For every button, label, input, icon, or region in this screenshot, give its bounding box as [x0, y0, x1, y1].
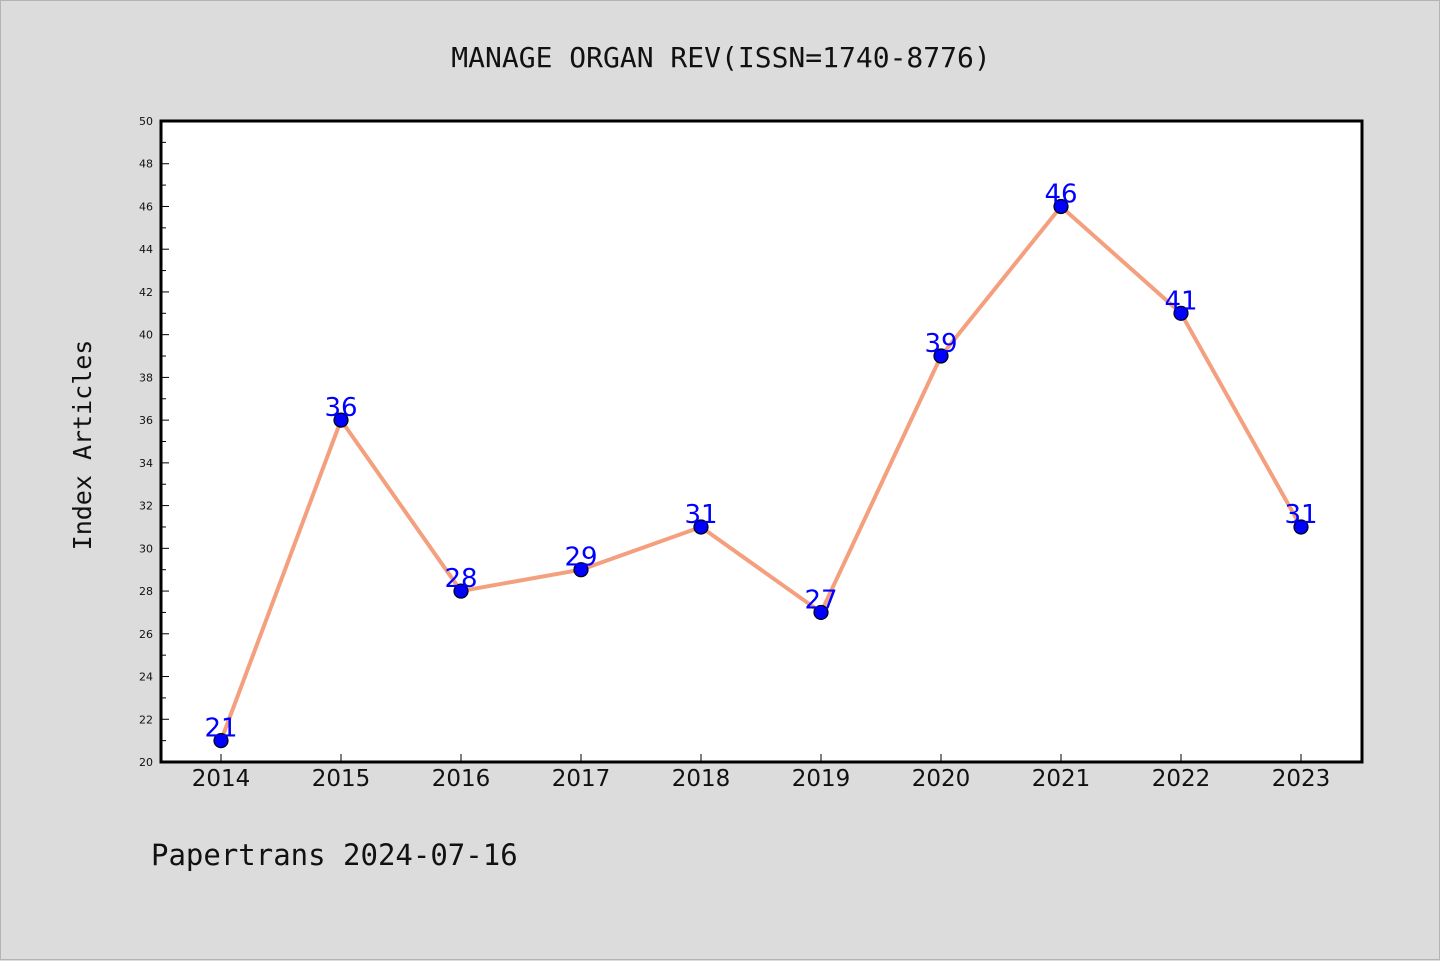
y-tick-label: 42	[139, 286, 153, 299]
series-line	[219, 204, 1303, 742]
data-point	[573, 562, 589, 578]
x-tick-label: 2019	[792, 766, 851, 792]
y-tick-label: 32	[139, 500, 153, 513]
x-tick-label: 2020	[912, 766, 971, 792]
data-label: 36	[324, 393, 357, 423]
data-point	[693, 519, 709, 535]
data-label: 27	[804, 585, 837, 615]
data-label: 41	[1164, 286, 1197, 316]
y-tick-label: 26	[139, 628, 153, 641]
data-point	[453, 583, 469, 599]
y-tick-label: 38	[139, 371, 153, 384]
y-tick-label: 50	[139, 115, 153, 128]
y-tick-label: 22	[139, 713, 153, 726]
y-tick-label: 44	[139, 243, 153, 256]
data-label: 29	[564, 543, 597, 573]
y-tick-label: 48	[139, 158, 153, 171]
y-tick-label: 34	[139, 457, 153, 470]
y-tick-label: 20	[139, 756, 153, 769]
y-tick-label: 40	[139, 329, 153, 342]
y-tick-label: 36	[139, 414, 153, 427]
x-tick-label: 2014	[192, 766, 251, 792]
data-label: 46	[1044, 179, 1077, 209]
data-point	[1173, 305, 1189, 321]
x-tick-label: 2016	[432, 766, 491, 792]
y-axis-label: Index Articles	[68, 340, 97, 551]
data-label: 31	[684, 500, 717, 530]
chart-title: MANAGE ORGAN REV(ISSN=1740-8776)	[451, 41, 990, 74]
data-label: 31	[1284, 500, 1317, 530]
y-tick-label: 24	[139, 671, 153, 684]
plot-area	[161, 121, 1362, 762]
y-tick-label: 46	[139, 200, 153, 213]
data-point	[813, 604, 829, 621]
y-tick-label: 28	[139, 585, 153, 598]
x-tick-label: 2018	[672, 766, 731, 792]
data-label: 28	[444, 564, 477, 594]
data-point	[1053, 198, 1069, 215]
plot-border	[159, 119, 1364, 764]
x-tick-label: 2023	[1272, 766, 1331, 792]
y-tick-label: 30	[139, 542, 153, 555]
x-tick-label: 2021	[1032, 766, 1091, 792]
data-point	[333, 412, 349, 428]
data-point	[1293, 519, 1309, 535]
x-tick-label: 2022	[1152, 766, 1211, 792]
footer-credit: Papertrans 2024-07-16	[151, 838, 518, 872]
data-label: 21	[204, 714, 237, 744]
data-point	[933, 348, 949, 364]
data-label: 39	[924, 329, 957, 359]
x-tick-label: 2015	[312, 766, 371, 792]
x-tick-label: 2017	[552, 766, 611, 792]
data-point	[213, 733, 229, 749]
